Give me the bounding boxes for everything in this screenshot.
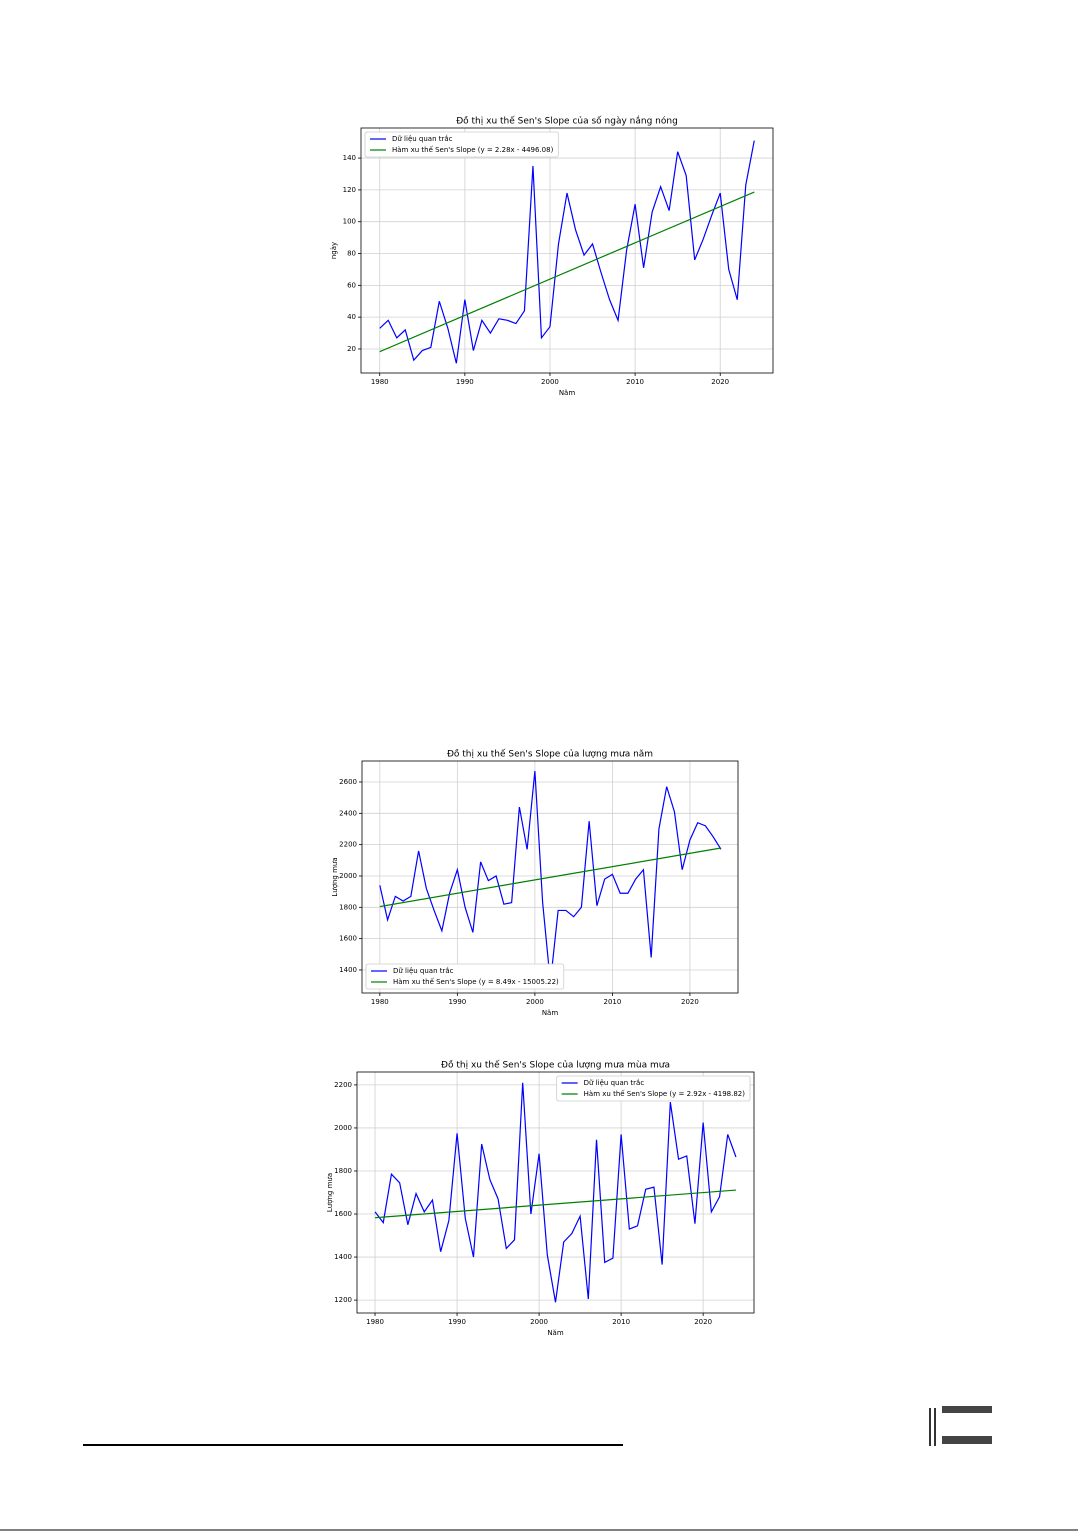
y-tick-label: 1600 (334, 1210, 352, 1218)
y-tick-label: 2000 (339, 872, 357, 880)
y-tick-label: 2000 (334, 1124, 352, 1132)
series-line (374, 1189, 737, 1219)
y-tick-label: 60 (347, 281, 356, 289)
chart-title: Đồ thị xu thế Sen's Slope của lượng mưa … (441, 1060, 670, 1071)
y-tick-label: 1400 (334, 1253, 352, 1261)
series-line (374, 1082, 737, 1303)
series-line (379, 140, 755, 364)
y-tick-label: 40 (347, 313, 356, 321)
y-tick-label: 1600 (339, 935, 357, 943)
legend: Dữ liệu quan trắc Hàm xu thế Sen's Slope … (365, 963, 565, 990)
x-tick-label: 2010 (626, 378, 644, 386)
y-tick-label: 2200 (334, 1081, 352, 1089)
y-tick-label: 80 (347, 250, 356, 258)
series-line (379, 191, 755, 353)
chart-title: Đồ thị xu thế Sen's Slope của số ngày nắ… (456, 116, 678, 127)
legend-label: Dữ liệu quan trắc (392, 134, 453, 143)
legend-box (364, 131, 559, 158)
y-tick-label: 100 (343, 218, 356, 226)
legend-label: Dữ liệu quan trắc (393, 966, 454, 975)
legend-label: Hàm xu thế Sen's Slope (y = 2.28x - 4496… (392, 146, 554, 154)
legend: Dữ liệu quan trắc Hàm xu thế Sen's Slope … (364, 131, 559, 158)
logo-block (942, 1406, 992, 1413)
y-tick-label: 120 (343, 186, 356, 194)
y-tick-label: 1400 (339, 966, 357, 974)
legend-label: Dữ liệu quan trắc (584, 1078, 645, 1087)
y-tick-label: 140 (343, 154, 356, 162)
legend: Dữ liệu quan trắc Hàm xu thế Sen's Slope … (556, 1075, 751, 1102)
x-tick-label: 2010 (603, 998, 621, 1006)
x-tick-label: 1990 (456, 378, 474, 386)
x-tick-label: 2000 (541, 378, 559, 386)
x-axis-label: Năm (547, 1329, 564, 1337)
y-tick-label: 2400 (339, 809, 357, 817)
legend-box (556, 1075, 751, 1102)
x-tick-label: 1980 (366, 1318, 384, 1326)
y-tick-label: 1800 (339, 903, 357, 911)
y-tick-label: 20 (347, 345, 356, 353)
logo-block (942, 1436, 992, 1444)
plot-frame (361, 760, 739, 994)
plot-frame (356, 1071, 755, 1314)
x-tick-label: 1990 (448, 998, 466, 1006)
x-tick-label: 1980 (371, 998, 389, 1006)
plot-frame (360, 127, 774, 374)
y-tick-label: 2200 (339, 841, 357, 849)
y-tick-label: 1800 (334, 1167, 352, 1175)
x-tick-label: 1990 (448, 1318, 466, 1326)
x-axis-label: Năm (542, 1009, 559, 1017)
x-tick-label: 2000 (526, 998, 544, 1006)
legend-label: Hàm xu thế Sen's Slope (y = 2.92x - 4198… (584, 1090, 746, 1098)
x-tick-label: 2020 (694, 1318, 712, 1326)
y-tick-label: 2600 (339, 778, 357, 786)
x-tick-label: 2020 (711, 378, 729, 386)
y-axis-label: ngày (330, 242, 338, 259)
x-tick-label: 2000 (530, 1318, 548, 1326)
legend-box (365, 963, 565, 990)
y-tick-label: 1200 (334, 1296, 352, 1304)
logo-bar (929, 1408, 931, 1446)
y-axis-label: Lượng mưa (326, 1173, 334, 1212)
x-axis-label: Năm (559, 389, 576, 397)
logo-bar (934, 1408, 936, 1446)
series-line (379, 847, 722, 908)
x-tick-label: 2020 (681, 998, 699, 1006)
legend-label: Hàm xu thế Sen's Slope (y = 8.49x - 1500… (393, 978, 559, 986)
x-tick-label: 2010 (612, 1318, 630, 1326)
chart-title: Đồ thị xu thế Sen's Slope của lượng mưa … (447, 749, 653, 760)
x-tick-label: 1980 (371, 378, 389, 386)
y-axis-label: Lượng mưa (331, 857, 339, 896)
